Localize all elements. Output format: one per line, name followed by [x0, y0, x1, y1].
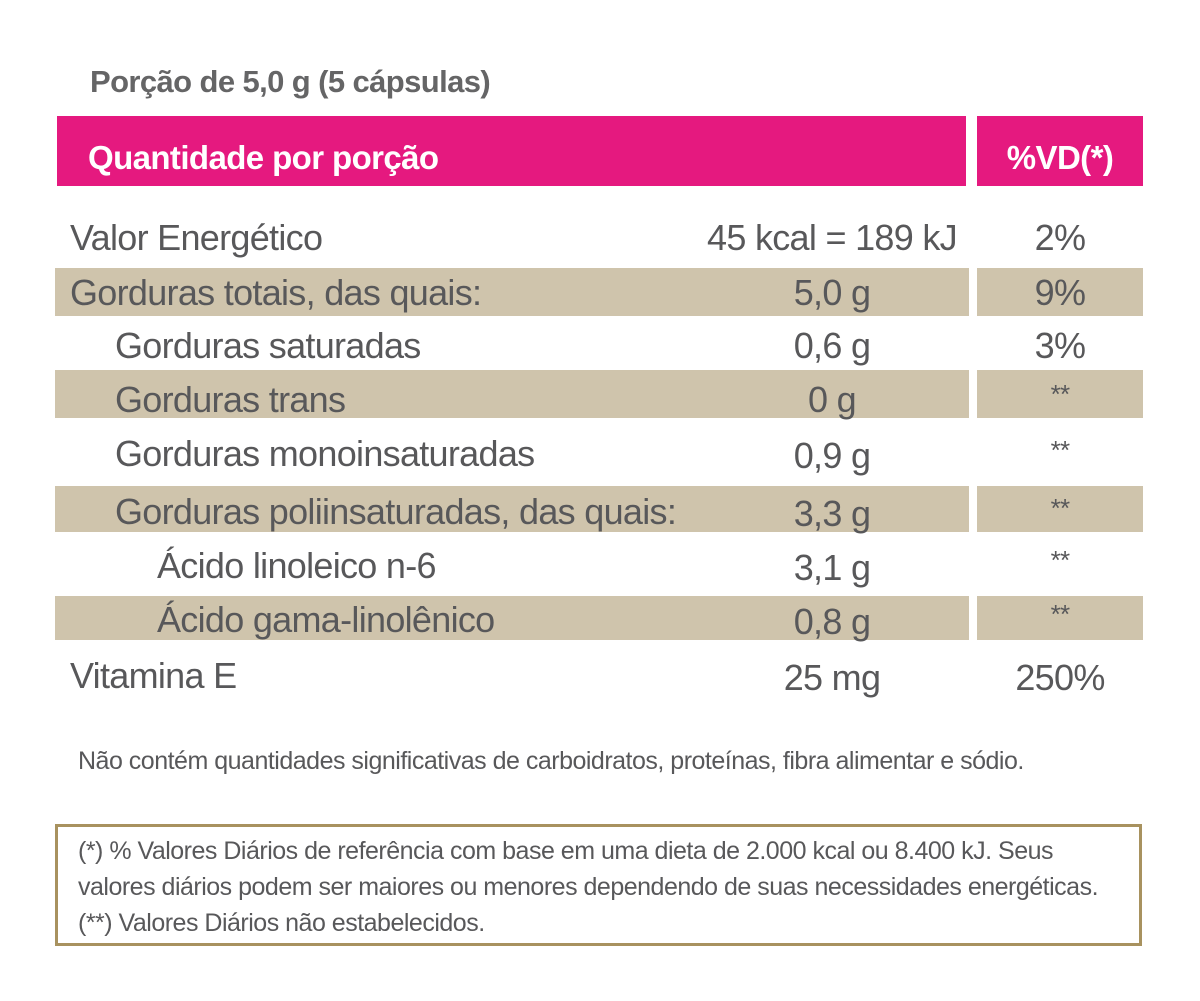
row-dv: 9%	[1034, 272, 1086, 313]
row-label: Gorduras saturadas	[115, 325, 421, 366]
row-label: Gorduras poliinsaturadas, das quais:	[115, 491, 677, 532]
table-row: Gorduras poliinsaturadas, das quais: 3,3…	[0, 486, 1200, 534]
row-amount: 0,6 g	[793, 325, 871, 366]
header-quantity: Quantidade por porção	[57, 116, 966, 186]
row-amount: 5,0 g	[793, 272, 871, 313]
table-row: Vitamina E 25 mg 250%	[0, 642, 1200, 700]
row-label: Gorduras totais, das quais:	[70, 272, 482, 313]
row-amount: 0,8 g	[793, 601, 871, 642]
table-row: Ácido linoleico n-6 3,1 g **	[0, 534, 1200, 594]
row-dv: **	[1050, 545, 1071, 575]
row-label: Gorduras trans	[115, 379, 346, 420]
table-row: Gorduras monoinsaturadas 0,9 g **	[0, 420, 1200, 484]
row-amount: 0,9 g	[793, 435, 871, 476]
row-label: Ácido gama-linolênico	[157, 599, 495, 640]
row-dv: **	[1050, 493, 1071, 523]
row-dv: **	[1050, 379, 1071, 409]
table-row: Valor Energético 45 kcal = 189 kJ 2%	[0, 214, 1200, 266]
row-amount: 45 kcal = 189 kJ	[707, 217, 958, 258]
row-amount: 3,1 g	[793, 547, 871, 588]
row-dv: **	[1050, 435, 1071, 465]
row-dv: 2%	[1034, 217, 1086, 258]
row-label: Ácido linoleico n-6	[157, 545, 437, 586]
row-label: Valor Energético	[70, 217, 323, 258]
serving-size: Porção de 5,0 g (5 cápsulas)	[90, 64, 491, 99]
row-dv: **	[1050, 599, 1071, 629]
row-amount: 3,3 g	[793, 493, 871, 534]
row-amount: 25 mg	[783, 657, 881, 698]
row-dv: 3%	[1034, 325, 1086, 366]
row-amount: 0 g	[808, 379, 857, 420]
row-label: Vitamina E	[70, 655, 237, 696]
row-dv: 250%	[1015, 657, 1105, 698]
table-row: Gorduras totais, das quais: 5,0 g 9%	[0, 268, 1200, 316]
table-row: Ácido gama-linolênico 0,8 g **	[0, 596, 1200, 642]
daily-value-footnote: (*) % Valores Diários de referência com …	[55, 824, 1142, 946]
header-daily-value: %VD(*)	[977, 116, 1143, 186]
nutrient-note: Não contém quantidades significativas de…	[78, 747, 1024, 775]
row-label: Gorduras monoinsaturadas	[115, 433, 535, 474]
table-row: Gorduras trans 0 g **	[0, 370, 1200, 420]
table-row: Gorduras saturadas 0,6 g 3%	[0, 318, 1200, 368]
